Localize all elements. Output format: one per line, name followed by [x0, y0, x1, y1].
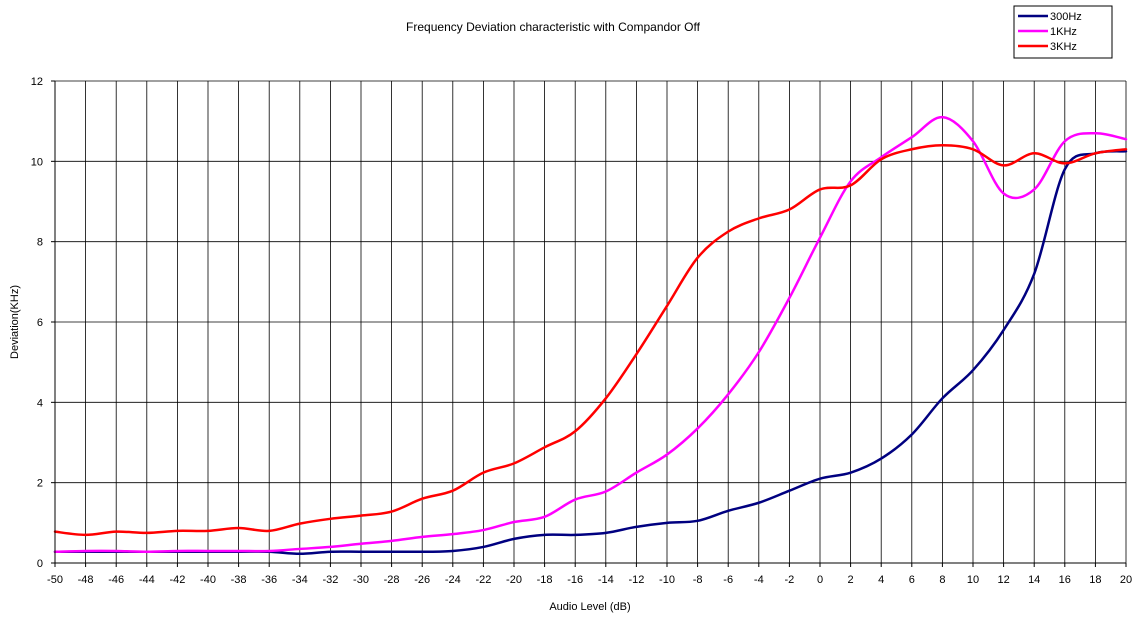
- legend: 300Hz 1KHz 3KHz: [1013, 5, 1113, 59]
- x-tick-labels: -50 -48 -46 -44 -42 -40 -38 -36 -34 -32 -30 -28 -26-…: [47, 563, 1132, 586]
- x-tick-label: -2: [785, 574, 795, 586]
- y-tick-label: 8: [37, 237, 43, 249]
- x-tick-label: -50: [47, 574, 63, 586]
- x-tick-label: -46: [108, 574, 124, 586]
- x-tick-label: -6: [723, 574, 733, 586]
- x-tick-label: 4: [878, 574, 884, 586]
- x-tick-label: -36: [261, 574, 277, 586]
- y-tick-label: 10: [31, 156, 43, 168]
- y-tick-label: 4: [37, 397, 43, 409]
- x-tick-label: 16: [1059, 574, 1071, 586]
- x-tick-label: -20: [506, 574, 522, 586]
- y-tick-label: 0: [37, 558, 43, 570]
- y-tick-labels: 0 2 4 6 8 10 12: [31, 76, 55, 570]
- y-axis-label: Deviation(KHz): [9, 285, 21, 359]
- x-tick-label: -42: [169, 574, 185, 586]
- y-gridlines: [55, 80, 1126, 484]
- y-tick-label: 6: [37, 317, 43, 329]
- series-line-1khz: [53, 115, 1128, 553]
- x-tick-label: -14: [598, 574, 614, 586]
- x-tick-label: -8: [693, 574, 703, 586]
- x-tick-label: -10: [659, 574, 675, 586]
- x-tick-label: -16: [567, 574, 583, 586]
- x-tick-label: -38: [231, 574, 247, 586]
- legend-label: 1KHz: [1050, 26, 1077, 38]
- x-tick-label: -40: [200, 574, 216, 586]
- x-gridlines: [85, 81, 1127, 563]
- x-tick-label: -30: [353, 574, 369, 586]
- x-tick-label: -48: [78, 574, 94, 586]
- x-axis-label: Audio Level (dB): [549, 601, 630, 613]
- x-tick-label: 20: [1120, 574, 1132, 586]
- series-lines: [53, 115, 1128, 556]
- legend-label: 300Hz: [1050, 11, 1082, 23]
- x-tick-label: 14: [1028, 574, 1040, 586]
- x-tick-label: -12: [628, 574, 644, 586]
- x-tick-label: 2: [848, 574, 854, 586]
- x-tick-label: 10: [967, 574, 979, 586]
- x-tick-label: -44: [139, 574, 155, 586]
- x-tick-label: 18: [1089, 574, 1101, 586]
- x-tick-label: -24: [445, 574, 461, 586]
- legend-label: 3KHz: [1050, 41, 1077, 53]
- y-tick-label: 2: [37, 478, 43, 490]
- x-tick-label: -22: [475, 574, 491, 586]
- y-tick-label: 12: [31, 76, 43, 88]
- x-tick-label: -26: [414, 574, 430, 586]
- x-tick-label: 6: [909, 574, 915, 586]
- x-tick-label: -32: [322, 574, 338, 586]
- x-tick-label: -18: [537, 574, 553, 586]
- x-tick-label: -4: [754, 574, 764, 586]
- chart-title: Frequency Deviation characteristic with …: [406, 20, 701, 34]
- x-tick-label: -28: [384, 574, 400, 586]
- series-line-3khz: [53, 144, 1128, 537]
- x-tick-label: 0: [817, 574, 823, 586]
- x-tick-label: 8: [939, 574, 945, 586]
- x-tick-label: 12: [997, 574, 1009, 586]
- legend-box: [1013, 5, 1113, 59]
- x-tick-label: -34: [292, 574, 308, 586]
